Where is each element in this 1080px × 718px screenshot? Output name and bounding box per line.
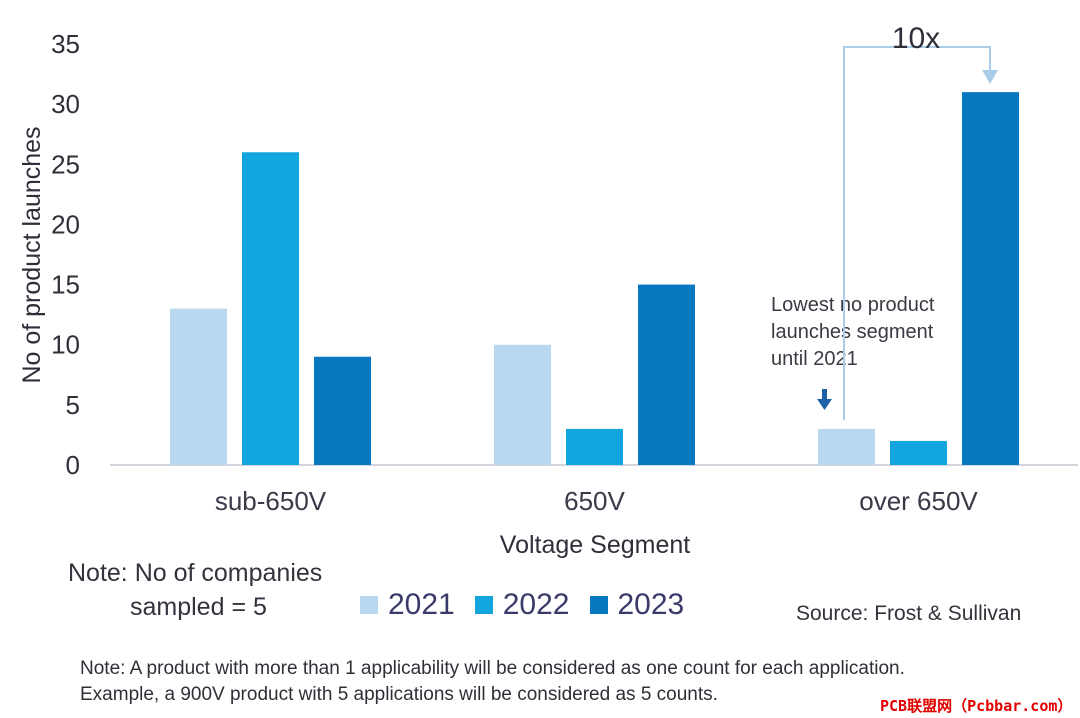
footnote-line1: Note: A product with more than 1 applica… [80, 658, 905, 679]
down-arrow-icon [817, 389, 832, 410]
x-axis-title: Voltage Segment [500, 531, 690, 559]
bar-over-650v-2023 [962, 92, 1019, 465]
legend-label-2021: 2021 [388, 588, 455, 621]
y-tick-label: 35 [51, 29, 80, 59]
legend-label-2023: 2023 [617, 588, 685, 621]
legend-item-2022: 2022 [474, 588, 570, 622]
footnote: Note: A product with more than 1 applica… [80, 656, 1040, 708]
annotation-lowest-line2: launches segment [771, 321, 934, 343]
legend-swatch-2021 [360, 596, 378, 614]
y-tick-label: 10 [51, 330, 80, 360]
companies-note-line2: sampled = 5 [130, 593, 267, 621]
footnote-line2: Example, a 900V product with 5 applicati… [80, 684, 718, 705]
annotation-lowest-line1: Lowest no product [771, 294, 935, 316]
bar-sub-650v-2021 [170, 308, 227, 465]
y-tick-label: 0 [66, 450, 80, 480]
y-axis-title: No of product launches [18, 126, 46, 383]
bar-sub-650v-2023 [314, 356, 371, 465]
annotation-lowest-line3: until 2021 [771, 348, 858, 370]
bar-sub-650v-2022 [242, 152, 299, 465]
bar-650v-2023 [638, 284, 695, 465]
legend-swatch-2023 [589, 596, 608, 614]
legend-label-2022: 2022 [502, 588, 570, 621]
legend-item-2021: 2021 [360, 588, 455, 622]
bar-over-650v-2021 [818, 428, 875, 465]
companies-note: Note: No of companies sampled = 5 [68, 556, 358, 624]
y-tick-label: 30 [51, 89, 80, 119]
legend: 2021 2022 2023 [360, 586, 684, 624]
bar-650v-2021 [494, 344, 551, 465]
legend-item-2023: 2023 [589, 588, 685, 622]
watermark: PCB联盟网（Pcbbar.com） [880, 697, 1073, 715]
companies-note-line1: Note: No of companies [68, 559, 323, 587]
y-tick-label: 5 [66, 390, 80, 420]
x-category-label: over 650V [859, 486, 978, 516]
y-tick-label: 15 [51, 270, 80, 300]
x-category-label: 650V [564, 486, 625, 516]
y-tick-label: 20 [51, 209, 80, 239]
x-category-label: sub-650V [215, 486, 327, 516]
growth-bracket [843, 46, 998, 420]
bar-650v-2022 [566, 428, 623, 465]
y-tick-label: 25 [51, 149, 80, 179]
source-label: Source: Frost & Sullivan [796, 602, 1022, 625]
bar-chart: No of product launches 0 5 10 15 20 25 30 35 su… [18, 22, 1078, 559]
legend-swatch-2022 [474, 596, 493, 614]
growth-multiplier-label: 10x [892, 22, 940, 55]
bar-over-650v-2022 [890, 440, 947, 465]
